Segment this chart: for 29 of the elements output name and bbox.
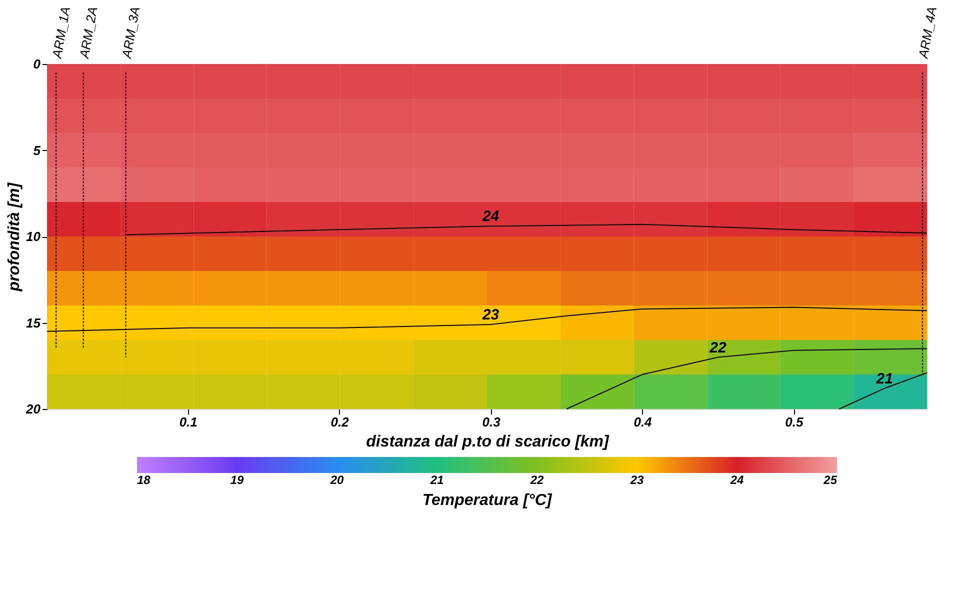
y-tick-label: 20 [25,402,42,416]
y-tick-label: 10 [26,229,42,244]
text: ARM_1A [49,5,74,60]
color-bar-label: 18 [137,473,151,487]
annotation: 24 [481,208,500,226]
y-tick-label: 0 [33,56,42,72]
color-bar-label: 25 [822,473,838,487]
text: ARM_2A [76,5,100,60]
annotation: 22 [708,339,727,356]
x-tick-label: 0.1 [179,414,198,430]
color-bar-label: 24 [729,473,744,487]
y-tick-label: 15 [26,315,42,330]
annotation: 21 [875,370,893,388]
color-bar-label: 22 [529,473,544,487]
y-tick-label: 5 [33,142,42,158]
annotation: 23 [481,306,500,324]
legend-title: Temperatura [°C] [422,492,552,509]
x-axis-title: distanza dal p.to di scarico [km] [366,434,610,450]
color-bar-label: 20 [329,473,344,487]
color-bar-label: 19 [230,473,244,487]
x-tick-label: 0.4 [634,414,653,430]
text: ARM_3A [118,5,143,60]
x-tick-label: 0.5 [785,414,804,430]
color-bar-label: 23 [629,473,644,487]
x-tick-label: 0.2 [330,414,350,430]
x-tick-label: 0.3 [482,414,502,430]
text: ARM_4A [915,5,940,60]
y-axis-title: profondità [m] [6,182,24,292]
color-bar-label: 21 [429,473,444,487]
